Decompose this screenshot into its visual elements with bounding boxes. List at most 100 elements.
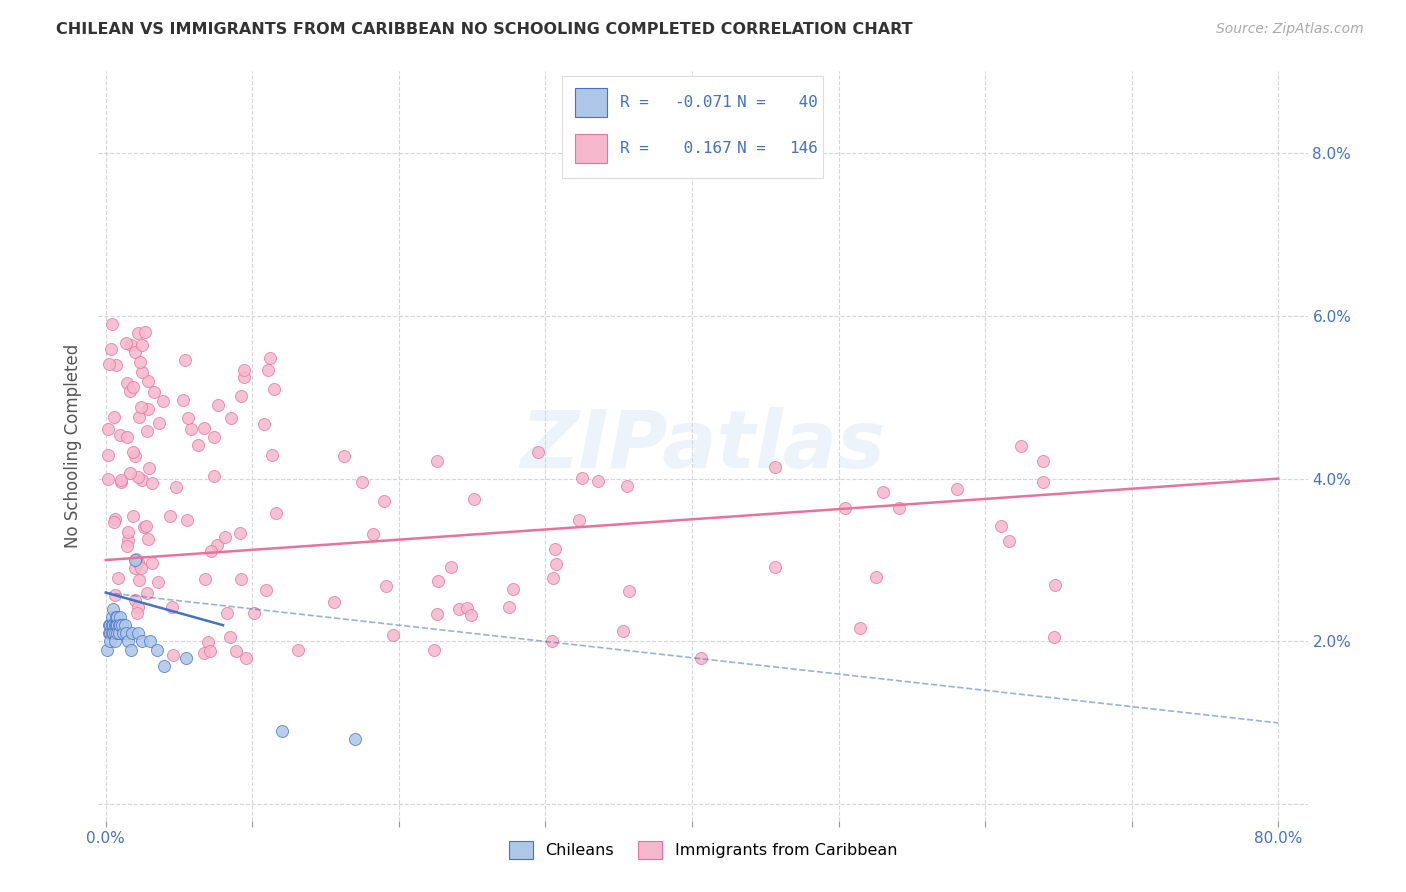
Point xyxy=(110,618,132,632)
Point xyxy=(180,422,202,436)
Point xyxy=(159,509,181,524)
Point xyxy=(135,424,157,438)
Point xyxy=(103,409,125,424)
Point xyxy=(440,559,463,574)
Point xyxy=(127,607,149,621)
Point xyxy=(233,363,256,377)
Point xyxy=(124,345,146,359)
Point xyxy=(105,618,128,632)
Text: 146: 146 xyxy=(789,141,817,156)
Point xyxy=(127,470,149,484)
Point xyxy=(214,530,236,544)
Point xyxy=(103,515,125,529)
Point xyxy=(235,650,257,665)
Point xyxy=(117,524,139,539)
Point xyxy=(343,732,366,747)
Point xyxy=(998,534,1021,549)
Point xyxy=(131,634,153,648)
Point xyxy=(1032,454,1054,468)
Point xyxy=(107,571,129,585)
Point xyxy=(108,626,131,640)
Point xyxy=(110,473,132,487)
Point xyxy=(586,474,609,488)
Point xyxy=(101,602,124,616)
Point xyxy=(110,610,132,624)
Point xyxy=(162,648,184,662)
Point xyxy=(138,634,160,648)
Point xyxy=(259,351,281,365)
Point xyxy=(173,352,195,367)
Point xyxy=(120,337,142,351)
Point xyxy=(117,533,139,547)
Point xyxy=(848,621,870,635)
Point xyxy=(135,519,157,533)
Point xyxy=(231,389,253,403)
Point xyxy=(361,527,384,541)
Point xyxy=(96,642,118,657)
Point xyxy=(498,600,520,615)
Point xyxy=(146,642,169,657)
Point xyxy=(103,618,125,632)
Point xyxy=(128,355,150,369)
Point xyxy=(463,492,485,507)
Point xyxy=(100,626,122,640)
Point xyxy=(323,595,346,609)
Point xyxy=(97,422,120,436)
Point xyxy=(118,467,141,481)
Text: R =: R = xyxy=(620,141,668,156)
Point xyxy=(287,643,309,657)
Point xyxy=(100,618,122,632)
Point xyxy=(98,626,121,640)
Point xyxy=(114,618,136,632)
Point xyxy=(177,411,200,425)
Text: Source: ZipAtlas.com: Source: ZipAtlas.com xyxy=(1216,22,1364,37)
Legend: Chileans, Immigrants from Caribbean: Chileans, Immigrants from Caribbean xyxy=(502,835,904,865)
Point xyxy=(124,450,146,464)
Point xyxy=(136,401,159,416)
Point xyxy=(127,326,149,341)
Point xyxy=(990,519,1012,533)
Point xyxy=(125,552,148,566)
Point xyxy=(105,621,128,635)
Text: N =: N = xyxy=(737,95,775,110)
Point xyxy=(100,342,122,356)
Text: R =: R = xyxy=(620,95,658,110)
Point xyxy=(115,336,138,351)
Point xyxy=(207,538,229,552)
Point xyxy=(872,485,894,500)
Point xyxy=(460,607,482,622)
Point xyxy=(1031,475,1053,490)
Point xyxy=(131,338,153,352)
Point xyxy=(612,624,634,639)
Point xyxy=(543,541,565,556)
Point xyxy=(270,724,292,739)
Point xyxy=(98,634,121,648)
Point xyxy=(946,482,969,496)
Point xyxy=(104,358,127,372)
Point xyxy=(263,382,285,396)
Point xyxy=(456,600,478,615)
FancyBboxPatch shape xyxy=(575,88,606,117)
Point xyxy=(219,630,242,644)
Point xyxy=(865,570,887,584)
Point xyxy=(260,448,283,462)
Point xyxy=(122,445,145,459)
Point xyxy=(193,572,215,586)
Point xyxy=(136,374,159,388)
Point xyxy=(333,449,356,463)
Point xyxy=(253,417,276,432)
Point xyxy=(427,574,450,588)
Point xyxy=(118,384,141,398)
Point xyxy=(98,618,121,632)
Point xyxy=(219,411,242,425)
FancyBboxPatch shape xyxy=(575,135,606,163)
Point xyxy=(568,513,591,527)
Point xyxy=(108,618,131,632)
Point xyxy=(541,634,564,648)
Point xyxy=(1010,439,1032,453)
Point xyxy=(97,618,120,632)
Point xyxy=(193,646,215,660)
Point xyxy=(229,526,252,541)
Point xyxy=(889,500,911,515)
Point xyxy=(112,626,135,640)
